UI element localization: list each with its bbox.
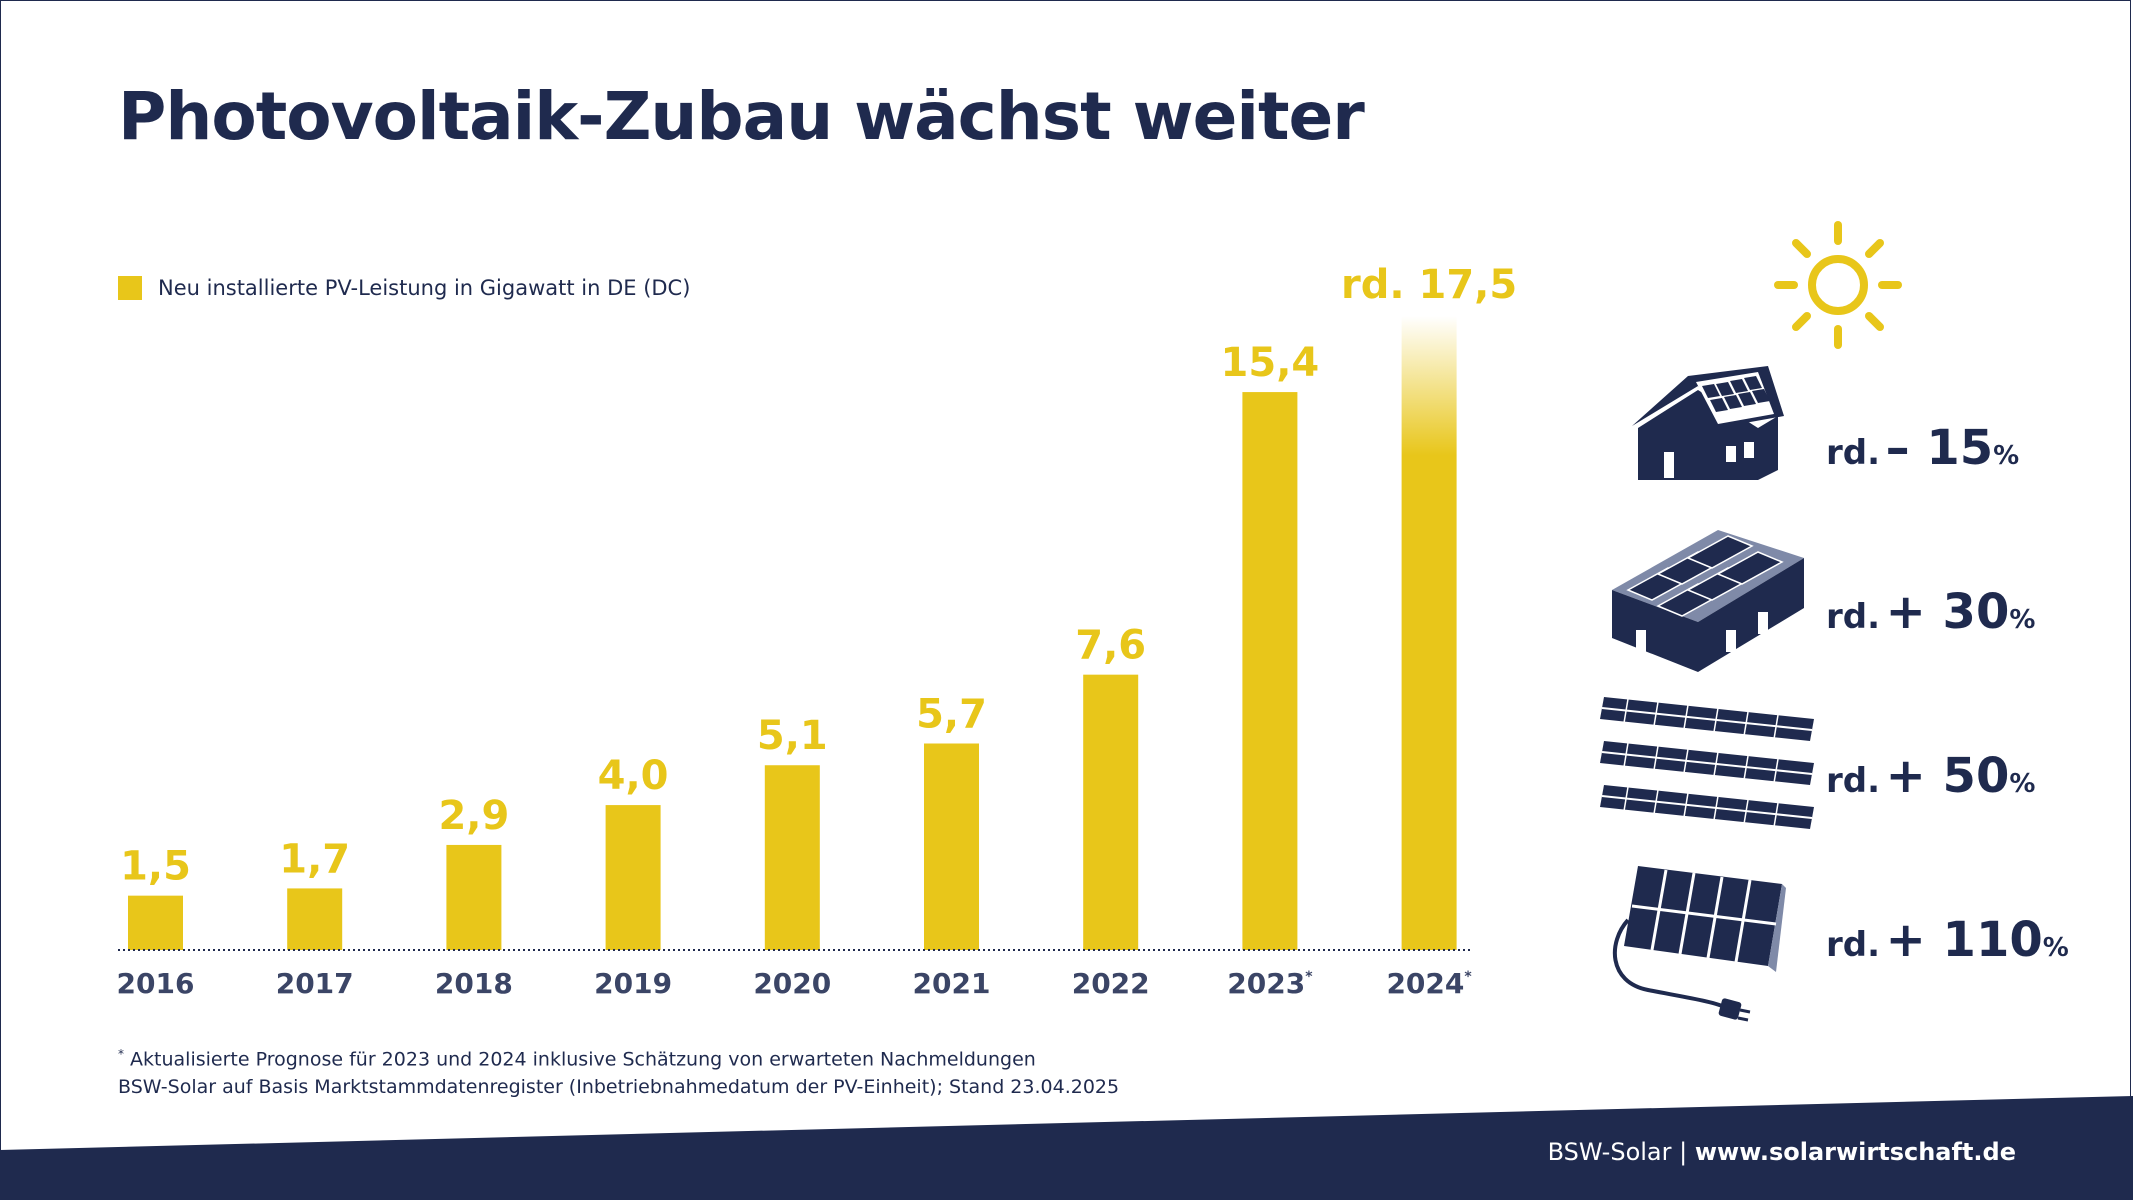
sun-icon <box>1774 221 1902 349</box>
commercial-rooftop-pv-icon <box>1612 530 1804 672</box>
bar-2022 <box>1083 674 1139 950</box>
legend-swatch <box>118 276 142 300</box>
footer-credit: BSW-Solar | www.solarwirtschaft.de <box>1548 1138 2016 1166</box>
value-label-2022: 7,6 <box>1075 623 1146 669</box>
value-label-2021: 5,7 <box>916 691 987 737</box>
bars-group: 1,5 2016 1,7 2017 2,9 2018 4,0 2019 5,1 2020 5,7 20… <box>117 262 1518 1000</box>
bar-2019 <box>605 805 661 950</box>
bar-2017 <box>287 888 343 950</box>
footer-url-link[interactable]: www.solarwirtschaft.de <box>1694 1138 2016 1166</box>
house-rooftop-pv-icon <box>1632 366 1784 480</box>
value-label-2018: 2,9 <box>438 793 509 839</box>
year-label-2019: 2019 <box>594 967 672 1000</box>
bar-2016 <box>128 895 183 950</box>
segment-prefix: rd. <box>1826 925 1881 965</box>
page-title: Photovoltaik-Zubau wächst weiter <box>118 78 1365 155</box>
segment-unit: % <box>2042 933 2069 963</box>
footnote-line-1: * Aktualisierte Prognose für 2023 und 20… <box>118 1047 1036 1070</box>
bar-2023 <box>1242 392 1298 951</box>
bar-2018 <box>446 844 502 950</box>
segment-prefix: rd. <box>1826 597 1881 637</box>
chart-legend: Neu installierte PV-Leistung in Gigawatt… <box>118 276 690 300</box>
year-label-2017: 2017 <box>276 967 354 1000</box>
value-label-2020: 5,1 <box>757 713 828 759</box>
year-label-2016: 2016 <box>117 967 195 1000</box>
bar-2024 <box>1401 316 1457 950</box>
year-label-2023: 2023* <box>1227 967 1313 1000</box>
bar-2021 <box>924 743 979 950</box>
segment-ground-mounted: rd. + 50% <box>1826 748 2035 804</box>
footer-separator: | <box>1679 1138 1688 1166</box>
year-label-2018: 2018 <box>435 967 513 1000</box>
segment-unit: % <box>2009 769 2036 799</box>
legend-label: Neu installierte PV-Leistung in Gigawatt… <box>158 276 691 300</box>
value-label-2016: 1,5 <box>120 844 191 890</box>
ground-mounted-pv-icon <box>1600 697 1814 829</box>
year-label-2024: 2024* <box>1386 967 1472 1000</box>
year-label-2022: 2022 <box>1072 967 1150 1000</box>
value-label-2017: 1,7 <box>279 836 350 882</box>
segment-commercial: rd. + 30% <box>1826 584 2035 640</box>
footnote-marker: * <box>118 1047 124 1061</box>
segment-balcony: rd. + 110% <box>1826 912 2069 968</box>
value-label-2023: 15,4 <box>1221 340 1320 386</box>
footnote-line-2: BSW-Solar auf Basis Marktstammdatenregis… <box>118 1076 1120 1098</box>
segment-prefix: rd. <box>1826 433 1881 473</box>
balcony-pv-plug-icon <box>1613 866 1786 1022</box>
value-label-2019: 4,0 <box>598 753 669 799</box>
segment-prefix: rd. <box>1826 761 1881 801</box>
segment-unit: % <box>1993 441 2020 471</box>
bar-2020 <box>764 765 820 950</box>
footer-org: BSW-Solar <box>1547 1138 1672 1166</box>
segment-value: + 110 <box>1885 912 2043 968</box>
segment-value: + 50 <box>1885 748 2010 804</box>
segment-house: rd. – 15% <box>1826 420 2019 476</box>
segment-value: – 15 <box>1885 420 1994 476</box>
year-label-2021: 2021 <box>913 967 991 1000</box>
segment-value: + 30 <box>1885 584 2010 640</box>
segment-unit: % <box>2009 605 2036 635</box>
year-label-2020: 2020 <box>753 967 831 1000</box>
footnote-text-1: Aktualisierte Prognose für 2023 und 2024… <box>130 1048 1036 1071</box>
value-label-2024: rd. 17,5 <box>1341 262 1517 308</box>
